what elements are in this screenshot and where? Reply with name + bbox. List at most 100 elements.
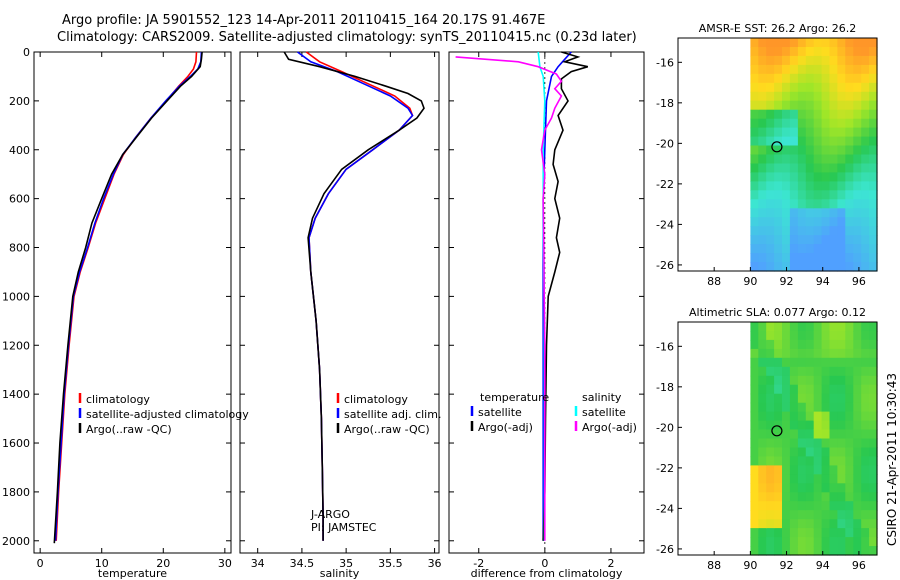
sla_map-cell xyxy=(821,411,831,422)
sst_map-cell xyxy=(813,127,823,138)
sst_map-cell xyxy=(782,217,791,227)
sla_map-cell xyxy=(782,483,791,493)
sst_map-cell xyxy=(829,64,838,75)
temperature-ytick-label: 1400 xyxy=(2,388,30,401)
sst_map-cell xyxy=(869,38,878,48)
sst_map-cell xyxy=(813,145,823,156)
sst_map-cell xyxy=(853,127,862,138)
sla_map-cell xyxy=(821,528,831,538)
sla_map-cell xyxy=(813,438,823,449)
sla_map-xtick-label: 92 xyxy=(780,559,794,572)
sst_map-cell xyxy=(845,145,854,156)
sla_map-cell xyxy=(797,465,807,475)
sla_map-cell xyxy=(766,438,775,449)
sla_map-cell xyxy=(797,447,807,458)
title-line-1: Argo profile: JA 5901552_123 14-Apr-2011… xyxy=(62,13,546,28)
sst_map-cell xyxy=(758,190,767,200)
sst_map-cell xyxy=(797,217,807,227)
sla_map-cell xyxy=(829,357,838,368)
sst_map-cell xyxy=(837,82,846,93)
sst_map-cell xyxy=(750,100,759,111)
sla_map-cell xyxy=(829,510,838,520)
sla_map-cell xyxy=(797,375,807,386)
sst_map-ytick-label: -24 xyxy=(656,218,674,231)
sst_map-cell xyxy=(853,226,862,236)
sst_map-cell xyxy=(758,109,767,120)
sst_map-cell xyxy=(837,262,846,272)
sst_map-cell xyxy=(789,91,799,102)
sst_map-cell xyxy=(774,109,783,120)
sla_map-cell xyxy=(789,339,799,350)
sst_map-cell xyxy=(869,199,878,209)
sla_map-cell xyxy=(774,465,783,475)
sla_map-cell xyxy=(774,483,783,493)
sst_map-cell xyxy=(813,136,823,147)
sla_map-cell xyxy=(789,447,799,458)
sst_map-cell xyxy=(782,91,791,102)
sla_map-cell xyxy=(782,447,791,458)
sst_map-cell xyxy=(758,181,767,191)
sla_map-cell xyxy=(869,537,878,547)
salinity-series-2 xyxy=(283,51,425,541)
sst_map-cell xyxy=(750,172,759,182)
sla_map-cell xyxy=(805,357,815,368)
sla_map-cell xyxy=(861,393,870,404)
sla_map-cell xyxy=(829,402,838,413)
sst_map-cell xyxy=(869,91,878,102)
sst_map-cell xyxy=(869,136,878,147)
sla_map-cell xyxy=(853,546,862,556)
sst_map-cell xyxy=(805,163,815,174)
sla_map-cell xyxy=(813,402,823,413)
sla_map-cell xyxy=(805,528,815,538)
sst_map-cell xyxy=(821,262,831,272)
sla_map-cell xyxy=(766,447,775,458)
sla_map-cell xyxy=(837,322,846,332)
sst_map-cell xyxy=(845,163,854,174)
sla_map-cell xyxy=(829,492,838,502)
sst_map-cell xyxy=(805,253,815,263)
sla_map-cell xyxy=(861,357,870,368)
sst_map-cell xyxy=(853,73,862,84)
sst_map-cell xyxy=(869,226,878,236)
sla_map-cell xyxy=(782,429,791,440)
sla_map-cell xyxy=(813,429,823,440)
sst_map-cell xyxy=(845,262,854,272)
sla_map-cell xyxy=(853,510,862,520)
sst_map-cell xyxy=(861,208,870,218)
sst_map-cell xyxy=(797,64,807,75)
sla_map-cell xyxy=(821,447,831,458)
sst_map-cell xyxy=(750,38,759,48)
sla_map-cell xyxy=(805,420,815,431)
sst_map-cell xyxy=(861,47,870,57)
sst_map-cell xyxy=(821,181,831,191)
sla_map-title: Altimetric SLA: 0.077 Argo: 0.12 xyxy=(689,306,866,319)
sla_map-cell xyxy=(758,375,767,386)
sst_map-cell xyxy=(813,190,823,200)
diff-legend-temp-satellite-label: satellite xyxy=(478,406,522,419)
sla_map-cell xyxy=(837,501,846,511)
sla_map-cell xyxy=(829,483,838,493)
sst_map-cell xyxy=(789,208,799,218)
sla_map-cell xyxy=(837,393,846,404)
sla_map-cell xyxy=(829,519,838,529)
sst_map-xtick-label: 90 xyxy=(743,275,757,288)
sla_map-cell xyxy=(766,546,775,556)
sla_map-cell xyxy=(750,384,759,395)
sla_map-cell xyxy=(813,348,823,359)
sst_map-cell xyxy=(861,136,870,147)
sla_map-cell xyxy=(789,366,799,377)
sst_map-cell xyxy=(805,118,815,129)
sla_map-cell xyxy=(845,528,854,538)
sla_map-cell xyxy=(861,339,870,350)
sst_map-cell xyxy=(829,199,838,209)
annotation-pi: PI: JAMSTEC xyxy=(311,521,377,534)
sst_map-ytick-label: -18 xyxy=(656,97,674,110)
sst_map-cell xyxy=(766,208,775,218)
sla_map-cell xyxy=(750,456,759,466)
sst_map-cell xyxy=(758,244,767,254)
sla_map-cell xyxy=(805,331,815,341)
sla_map-cell xyxy=(845,546,854,556)
sla_map-cell xyxy=(750,402,759,413)
sla_map-cell xyxy=(853,411,862,422)
sla_map-cell xyxy=(861,420,870,431)
